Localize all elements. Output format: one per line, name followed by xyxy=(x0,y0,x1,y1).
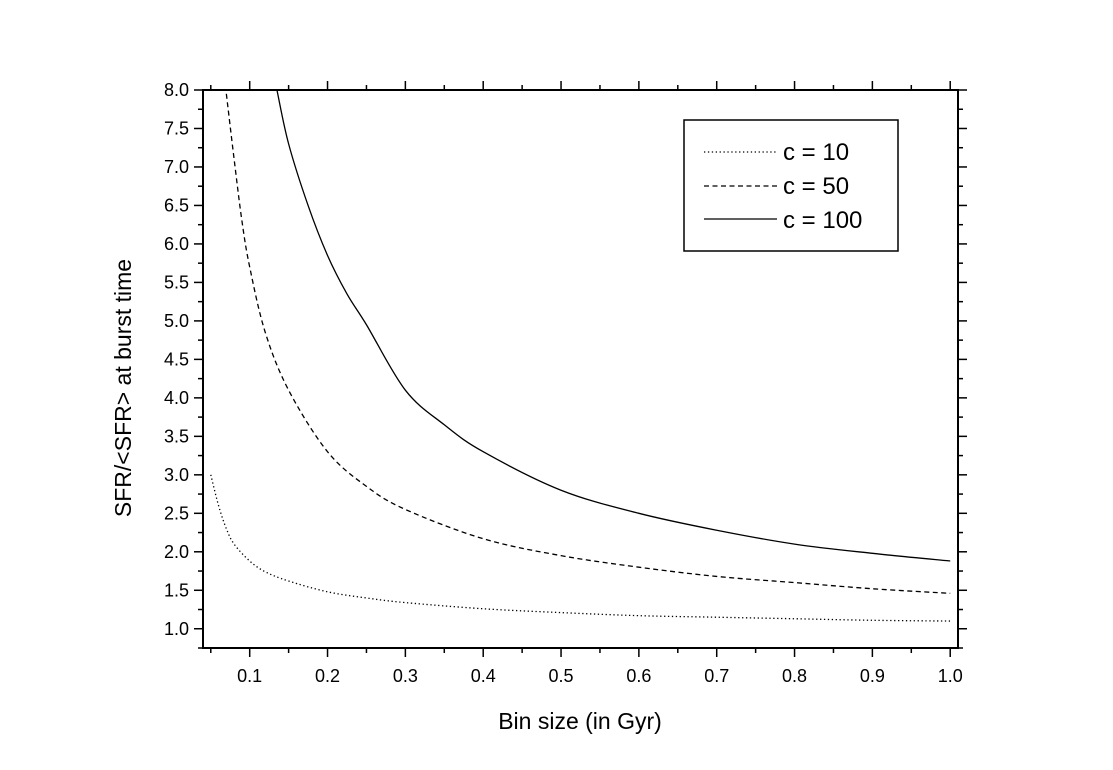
legend-box xyxy=(683,119,899,252)
x-tick-label: 0.8 xyxy=(782,666,807,686)
series-line-c10 xyxy=(210,474,951,622)
y-axis-label: SFR/<SFR> at burst time xyxy=(110,259,136,517)
x-tick-label: 0.2 xyxy=(315,666,340,686)
legend-label-c50: c = 50 xyxy=(783,173,849,200)
y-tick-label: 2.0 xyxy=(164,542,189,562)
y-tick-label: 4.5 xyxy=(164,349,189,369)
x-tick-label: 0.7 xyxy=(704,666,729,686)
x-tick-label: 0.6 xyxy=(626,666,651,686)
y-tick-label: 5.0 xyxy=(164,311,189,331)
legend-label-c100: c = 100 xyxy=(783,207,862,234)
series-line-c50 xyxy=(225,93,951,594)
y-tick-label: 2.5 xyxy=(164,503,189,523)
plot-frame xyxy=(202,89,959,649)
y-tick-label: 3.0 xyxy=(164,465,189,485)
series-lines xyxy=(210,89,951,622)
y-tick-label: 8.0 xyxy=(164,80,189,100)
x-tick-label: 0.3 xyxy=(393,666,418,686)
x-tick-label: 0.1 xyxy=(237,666,262,686)
y-tick-label: 1.5 xyxy=(164,580,189,600)
x-tick-label: 0.4 xyxy=(471,666,496,686)
x-tick-label: 0.5 xyxy=(549,666,574,686)
y-tick-label: 6.0 xyxy=(164,234,189,254)
y-tick-label: 1.0 xyxy=(164,619,189,639)
legend: c = 10 c = 50 c = 100 xyxy=(683,119,899,252)
y-tick-label: 4.0 xyxy=(164,388,189,408)
y-tick-label: 3.5 xyxy=(164,426,189,446)
x-tick-label: 0.9 xyxy=(860,666,885,686)
legend-label-c10: c = 10 xyxy=(783,139,849,166)
x-axis-label: Bin size (in Gyr) xyxy=(498,708,662,734)
axis-ticks: 0.1 0.2 0.3 0.4 0.5 0.6 0.7 0.8 0.9 1.0 1.0 1.5 2.0 2… xyxy=(164,80,967,686)
y-tick-label: 5.5 xyxy=(164,272,189,292)
series-line-c100 xyxy=(276,89,951,562)
y-tick-label: 7.5 xyxy=(164,118,189,138)
x-tick-label: 1.0 xyxy=(938,666,963,686)
y-tick-label: 7.0 xyxy=(164,157,189,177)
y-tick-label: 6.5 xyxy=(164,195,189,215)
